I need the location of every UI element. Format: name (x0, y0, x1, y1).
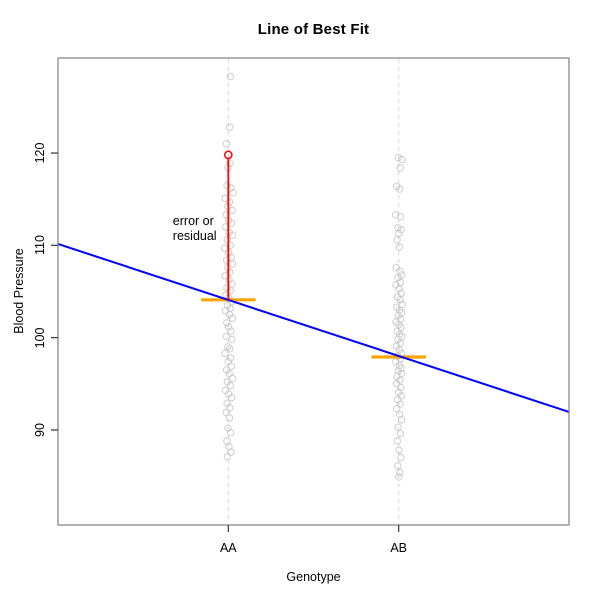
data-point (221, 307, 230, 315)
data-point (394, 388, 403, 396)
data-point (227, 327, 235, 335)
y-axis-label: Blood Pressure (12, 248, 26, 334)
annotation-line-2: residual (172, 228, 217, 243)
data-point (398, 155, 406, 164)
data-point (226, 404, 234, 412)
data-point (397, 416, 406, 424)
data-point (396, 400, 404, 408)
data-point (226, 381, 235, 390)
data-point (228, 314, 237, 323)
data-point (395, 446, 403, 454)
data-point (396, 296, 404, 304)
data-point (394, 423, 402, 431)
data-point (229, 188, 237, 197)
data-point (392, 380, 401, 388)
data-point (396, 468, 404, 477)
annotation-line-1: error or (172, 213, 214, 228)
data-point (225, 123, 234, 131)
y-tick-label: 110 (33, 235, 47, 256)
data-point (393, 437, 402, 445)
y-tick-label: 100 (33, 327, 47, 349)
data-point (227, 448, 235, 456)
data-point (395, 243, 404, 251)
data-point (223, 236, 232, 244)
data-point (223, 343, 232, 351)
x-tick-label: AB (390, 541, 408, 555)
data-point (396, 212, 405, 221)
data-point (394, 462, 402, 470)
annotation-text: error or residual (173, 214, 217, 244)
data-point (391, 211, 400, 219)
data-point (393, 236, 401, 244)
highlight-point (223, 150, 233, 160)
x-axis-label: Genotype (286, 570, 341, 584)
y-tick-label: 90 (33, 422, 47, 437)
data-point (222, 408, 230, 417)
data-point (396, 383, 405, 392)
data-point (225, 344, 234, 353)
data-point (394, 311, 403, 320)
data-point (394, 273, 402, 282)
data-point (226, 428, 235, 437)
plot-border (57, 57, 570, 526)
data-point (225, 414, 234, 422)
data-point (221, 349, 229, 358)
data-point (226, 159, 234, 167)
data-point (222, 140, 231, 148)
data-point (228, 374, 237, 383)
data-point (226, 72, 235, 81)
data-point (223, 319, 231, 327)
data-point (396, 164, 404, 172)
regression-line (57, 243, 570, 413)
data-point (222, 256, 231, 264)
data-point (395, 284, 403, 293)
data-point (227, 335, 236, 344)
data-point (394, 153, 403, 162)
data-point (227, 393, 236, 402)
data-point (221, 272, 229, 280)
data-point (395, 473, 403, 481)
data-point (397, 453, 405, 462)
data-point (397, 225, 405, 234)
data-point (396, 429, 405, 438)
data-point (228, 206, 236, 215)
data-point (395, 185, 404, 193)
data-point (226, 268, 234, 276)
data-point (226, 286, 235, 295)
y-tick-label: 120 (33, 142, 47, 164)
data-point (227, 362, 236, 371)
data-point (228, 231, 237, 239)
x-tick-label: AA (219, 541, 237, 555)
data-point (225, 198, 234, 206)
data-point (223, 452, 232, 461)
chart-title: Line of Best Fit (257, 21, 370, 38)
